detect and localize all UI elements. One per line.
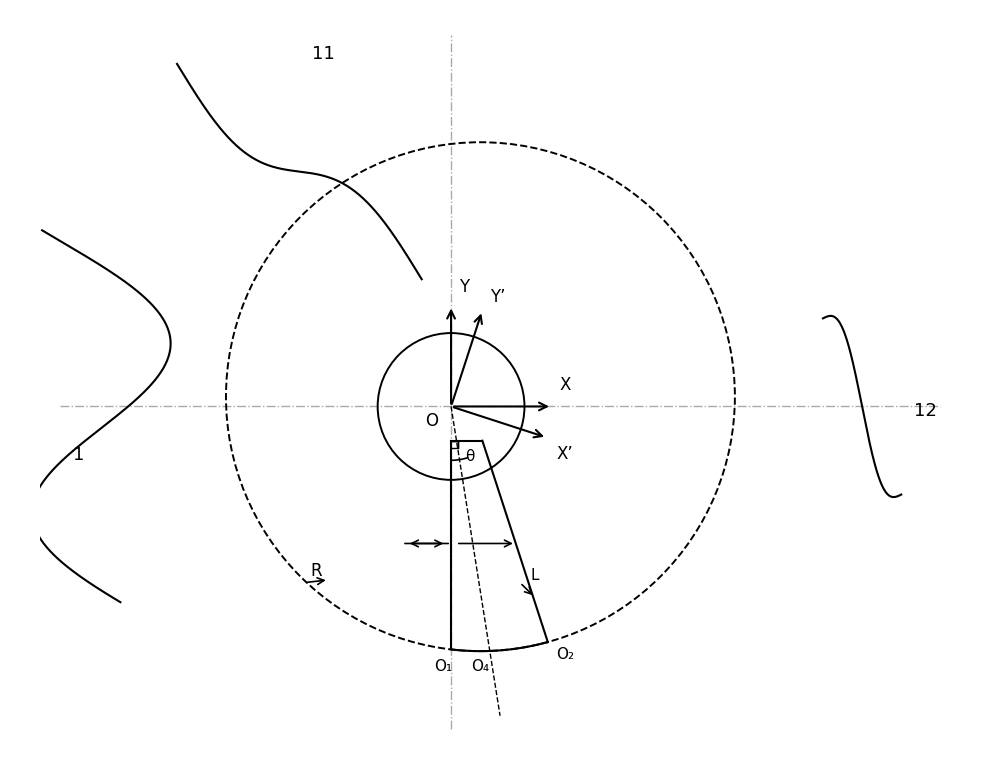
Text: O: O (425, 412, 438, 430)
Text: O₂: O₂ (556, 647, 574, 662)
Text: 12: 12 (914, 403, 937, 420)
Text: 11: 11 (312, 45, 335, 63)
Text: θ: θ (465, 449, 475, 464)
Text: O₄: O₄ (471, 659, 489, 674)
Text: 1: 1 (73, 446, 85, 465)
Text: O₁: O₁ (434, 659, 452, 674)
Text: X’: X’ (557, 445, 573, 464)
Text: Y: Y (459, 278, 469, 296)
Text: Y’: Y’ (490, 288, 506, 306)
Text: L: L (530, 568, 539, 583)
Text: R: R (310, 562, 322, 580)
Text: X: X (560, 376, 571, 393)
